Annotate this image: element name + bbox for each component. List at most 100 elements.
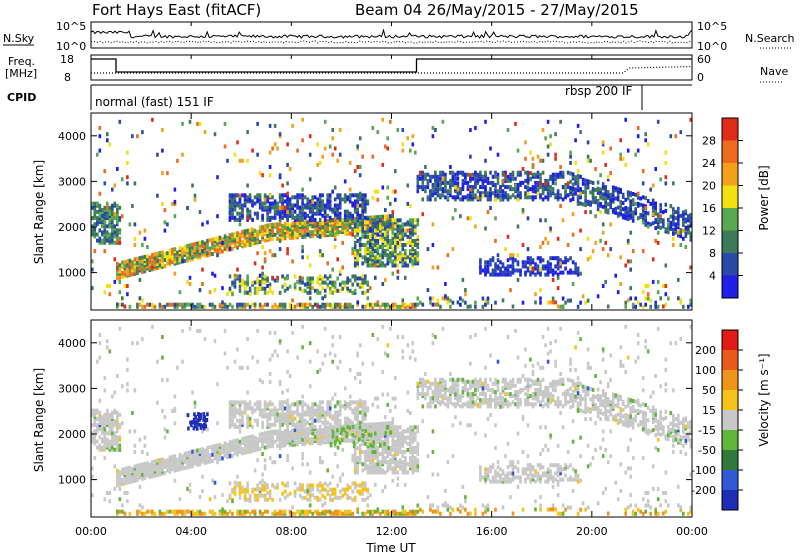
- power-cell: [258, 229, 262, 234]
- power-cell: [128, 273, 132, 278]
- velocity-cell: [201, 459, 204, 464]
- power-cell: [401, 234, 405, 239]
- power-cell: [176, 158, 179, 163]
- power-cell: [626, 208, 630, 213]
- power-cell: [328, 280, 332, 285]
- velocity-cell: [188, 450, 192, 455]
- velocity-cell: [268, 422, 272, 427]
- power-cell: [494, 197, 497, 202]
- power-cell: [151, 263, 154, 268]
- power-cell: [561, 174, 565, 179]
- velocity-cell: [401, 450, 405, 454]
- velocity-cell: [93, 408, 97, 413]
- velocity-cell: [261, 431, 264, 436]
- power-cell: [358, 228, 362, 233]
- power-cell: [168, 256, 172, 261]
- power-cell: [551, 172, 555, 177]
- velocity-cell: [326, 400, 329, 405]
- velocity-cell: [323, 422, 327, 427]
- power-cell: [471, 172, 475, 177]
- power-cell: [118, 302, 122, 307]
- power-cell: [411, 220, 415, 225]
- velocity-cell: [108, 419, 112, 423]
- power-cell: [233, 273, 237, 278]
- power-cell: [684, 233, 688, 238]
- power-cell: [501, 170, 505, 175]
- power-cell: [586, 179, 590, 184]
- power-cell: [494, 216, 497, 221]
- power-cell: [361, 284, 364, 289]
- power-cell: [434, 174, 437, 179]
- power-cell: [551, 174, 555, 179]
- velocity-cell: [386, 421, 390, 426]
- velocity-cell: [221, 456, 224, 461]
- power-cell: [353, 261, 357, 266]
- power-cell: [469, 193, 472, 198]
- power-cell: [389, 304, 392, 309]
- power-cell: [641, 195, 645, 200]
- power-cell: [101, 230, 104, 235]
- power-cell: [631, 218, 635, 223]
- power-cell: [356, 251, 359, 256]
- velocity-cell: [283, 441, 287, 446]
- power-cell: [288, 197, 292, 202]
- power-cell: [536, 183, 540, 187]
- velocity-cell: [163, 460, 167, 465]
- power-cell: [536, 187, 540, 192]
- velocity-cell: [201, 451, 204, 456]
- velocity-cell: [343, 420, 347, 425]
- velocity-cell: [141, 476, 144, 481]
- power-cell: [266, 215, 269, 220]
- velocity-cell: [353, 435, 357, 440]
- velocity-cell: [384, 445, 387, 450]
- power-cell: [281, 228, 284, 233]
- power-cell: [183, 304, 187, 309]
- power-cell: [131, 266, 134, 271]
- power-cell: [283, 213, 287, 218]
- power-cell: [358, 276, 362, 281]
- power-cell: [394, 263, 397, 268]
- velocity-cell: [411, 468, 415, 473]
- power-cell: [456, 193, 460, 198]
- power-cell: [379, 253, 382, 258]
- power-cell: [283, 230, 287, 235]
- power-cell: [469, 216, 472, 221]
- power-cell: [381, 222, 385, 227]
- velocity-cell: [286, 441, 289, 445]
- power-cell: [574, 266, 577, 271]
- velocity-cell: [186, 453, 189, 458]
- power-cell: [316, 231, 319, 236]
- power-cell: [213, 304, 217, 309]
- power-cell: [662, 284, 665, 288]
- power-cell: [351, 247, 354, 252]
- power-cell: [559, 170, 562, 175]
- power-cell: [238, 197, 242, 202]
- power-cell: [559, 270, 562, 275]
- power-cell: [689, 213, 693, 217]
- colorbar-tick-label: 24: [702, 157, 716, 170]
- power-cell: [624, 210, 627, 215]
- power-cell: [116, 220, 119, 225]
- velocity-cell: [348, 418, 352, 423]
- velocity-cell: [253, 439, 257, 444]
- velocity-cell: [121, 469, 124, 474]
- power-cell: [118, 236, 122, 241]
- power-cell: [386, 220, 390, 225]
- power-cell: [191, 244, 194, 249]
- power-cell: [353, 193, 357, 198]
- velocity-cell: [131, 469, 134, 474]
- velocity-cell: [191, 451, 194, 456]
- velocity-cell: [353, 462, 357, 467]
- power-cell: [609, 205, 612, 210]
- power-cell: [148, 261, 152, 266]
- velocity-cell: [228, 440, 232, 445]
- velocity-cell: [333, 431, 337, 436]
- power-cell: [479, 193, 482, 198]
- power-cell: [619, 204, 622, 209]
- power-cell: [626, 206, 630, 211]
- power-cell: [494, 174, 497, 179]
- power-cell: [198, 251, 202, 256]
- power-cell: [308, 205, 312, 210]
- power-cell: [128, 258, 132, 263]
- power-cell: [116, 203, 119, 208]
